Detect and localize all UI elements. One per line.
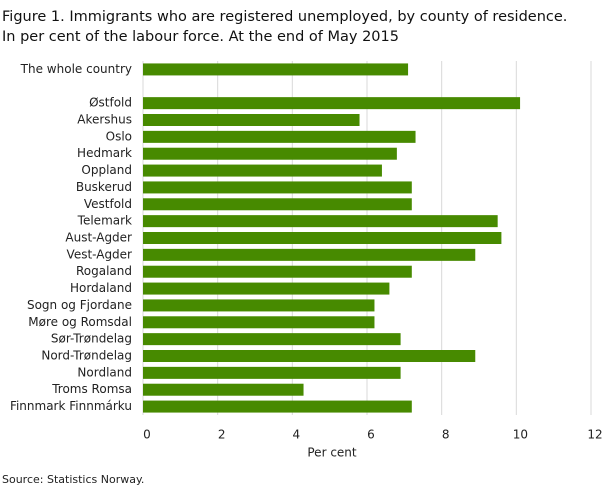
- y-tick-label: Østfold: [89, 96, 132, 110]
- x-tick-label: 12: [587, 428, 602, 442]
- x-tick-label: 0: [143, 428, 151, 442]
- y-tick-label: Troms Romsa: [51, 382, 132, 396]
- y-tick-label: Oslo: [106, 129, 132, 143]
- chart-title: Figure 1. Immigrants who are registered …: [2, 9, 567, 25]
- y-tick-label: Buskerud: [76, 180, 132, 194]
- chart-subtitle: In per cent of the labour force. At the …: [2, 29, 399, 45]
- x-tick-label: 8: [442, 428, 450, 442]
- bar: [143, 383, 304, 396]
- bar: [143, 114, 360, 126]
- bar: [143, 333, 401, 346]
- bar: [143, 400, 412, 413]
- y-tick-label: Oppland: [81, 163, 132, 177]
- source: Source: Statistics Norway.: [2, 473, 144, 486]
- bar: [143, 350, 476, 362]
- y-tick-label: Nordland: [77, 365, 132, 379]
- bar: [143, 366, 401, 379]
- x-tick-label: 4: [293, 428, 301, 442]
- bar: [143, 198, 412, 211]
- y-tick-label: Vestfold: [84, 197, 132, 211]
- y-tick-label: Sogn og Fjordane: [27, 298, 132, 312]
- bar: [143, 181, 412, 194]
- y-tick-label: The whole country: [20, 62, 132, 76]
- y-tick-label: Hedmark: [77, 146, 132, 160]
- y-tick-label: Sør-Trøndelag: [51, 332, 132, 346]
- bar: [143, 164, 382, 177]
- x-tick-label: 2: [218, 428, 226, 442]
- y-tick-label: Hordaland: [70, 281, 132, 295]
- bar: [143, 282, 390, 295]
- bar: [143, 265, 412, 278]
- bar: [143, 215, 498, 228]
- bar: [143, 248, 476, 261]
- y-tick-label: Møre og Romsdal: [28, 315, 132, 329]
- y-tick-label: Rogaland: [76, 264, 132, 278]
- bar: [143, 147, 397, 160]
- bar: [143, 299, 375, 312]
- y-tick-label: Vest-Agder: [67, 247, 133, 261]
- bar: [143, 63, 409, 76]
- bar: [143, 232, 502, 244]
- y-tick-label: Aust-Agder: [65, 231, 132, 245]
- y-tick-label: Telemark: [77, 214, 132, 228]
- x-tick-label: 6: [367, 428, 375, 442]
- x-tick-label: 10: [513, 428, 528, 442]
- bar: [143, 316, 375, 329]
- y-tick-label: Akershus: [77, 113, 132, 127]
- x-axis-label: Per cent: [307, 446, 357, 460]
- bar: [143, 130, 416, 143]
- bar: [143, 97, 521, 110]
- y-tick-label: Nord-Trøndelag: [41, 349, 132, 363]
- y-tick-label: Finnmark Finnmárku: [10, 399, 132, 413]
